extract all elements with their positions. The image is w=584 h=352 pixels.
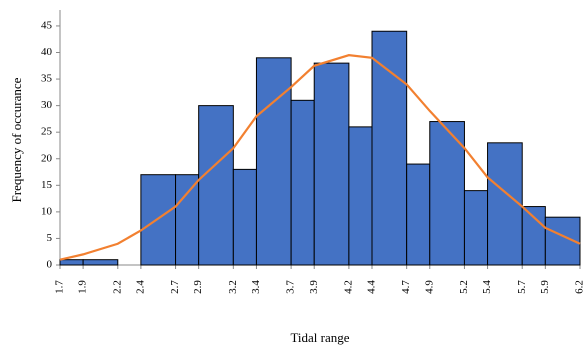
- y-tick-label: 25: [41, 126, 53, 138]
- bar: [521, 206, 546, 266]
- x-tick-label: 3.9: [308, 280, 320, 294]
- bar: [463, 190, 489, 266]
- x-tick-label: 4.7: [400, 280, 412, 294]
- x-tick-label: 5.4: [481, 280, 493, 294]
- bar: [82, 259, 119, 266]
- x-tick-label: 3.2: [227, 280, 239, 294]
- x-tick-label: 3.4: [250, 280, 262, 294]
- x-axis-title: Tidal range: [290, 330, 349, 345]
- x-tick-label: 2.2: [111, 280, 123, 294]
- x-tick-label: 5.9: [539, 280, 551, 294]
- bar: [59, 259, 84, 266]
- y-tick-label: 5: [47, 232, 53, 244]
- bar: [348, 126, 373, 266]
- y-tick-label: 30: [41, 99, 53, 111]
- fit-curve: [59, 54, 581, 261]
- x-tick-label: 1.7: [54, 280, 66, 294]
- bar: [313, 62, 350, 266]
- y-tick-label: 0: [47, 259, 53, 271]
- x-tick-label: 4.4: [366, 280, 378, 294]
- y-tick-label: 40: [41, 46, 53, 58]
- x-tick-label: 2.4: [134, 280, 146, 294]
- y-axis-title: Frequency of occurance: [9, 77, 24, 202]
- bar: [290, 99, 315, 266]
- bar: [255, 57, 292, 266]
- x-tick-label: 6.2: [574, 280, 584, 294]
- y-tick-label: 15: [41, 179, 53, 191]
- bar: [371, 30, 408, 266]
- y-tick-label: 10: [41, 205, 53, 217]
- bar: [487, 142, 523, 266]
- x-tick-label: 4.9: [423, 280, 435, 294]
- x-tick-label: 2.9: [192, 280, 204, 294]
- y-tick-label: 45: [41, 19, 53, 31]
- x-tick-label: 5.2: [458, 280, 470, 294]
- y-tick-label: 35: [41, 73, 53, 85]
- x-tick-label: 1.9: [77, 280, 89, 294]
- bar: [198, 105, 234, 266]
- bar: [175, 174, 200, 266]
- x-tick-label: 3.7: [285, 280, 297, 294]
- y-tick-label: 20: [41, 152, 53, 164]
- x-tick-label: 2.7: [169, 280, 181, 294]
- x-tick-label: 4.2: [342, 280, 354, 294]
- bar: [232, 168, 257, 266]
- bar: [406, 163, 431, 266]
- x-tick-label: 5.7: [516, 280, 528, 294]
